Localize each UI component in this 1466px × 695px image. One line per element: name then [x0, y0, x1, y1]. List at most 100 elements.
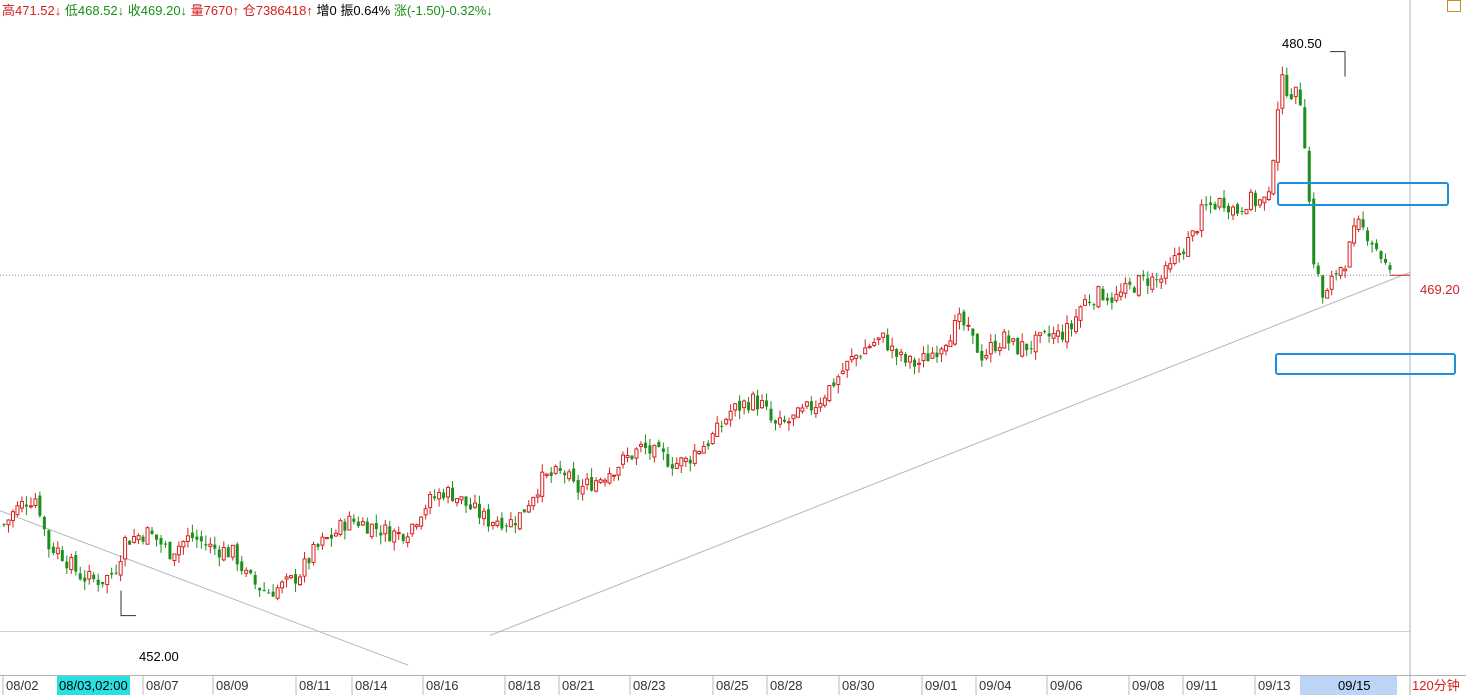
- candle: [747, 396, 751, 414]
- candle: [123, 535, 128, 567]
- low-marker-leader: [120, 590, 136, 617]
- candle: [55, 541, 60, 560]
- period-selector[interactable]: 120分钟: [1412, 678, 1460, 693]
- candle: [185, 527, 190, 548]
- candle: [1061, 324, 1065, 343]
- candle: [724, 417, 729, 426]
- candle: [517, 512, 522, 531]
- candle: [1303, 99, 1307, 149]
- date-tick-label: 08/18: [508, 678, 541, 693]
- candle: [1038, 332, 1043, 344]
- highlight-box-upper: [1277, 182, 1449, 206]
- candle: [405, 532, 410, 548]
- candle: [1366, 227, 1370, 246]
- candle: [508, 512, 513, 528]
- candle: [679, 456, 684, 474]
- candle: [114, 564, 118, 575]
- date-tick-label: 08/11: [299, 678, 331, 693]
- candle: [598, 477, 603, 484]
- trendline-2[interactable]: [489, 271, 1411, 636]
- open-interest-value: 仓7386418↑: [242, 3, 313, 18]
- candle: [1361, 211, 1365, 231]
- candle: [1150, 272, 1155, 293]
- candle: [69, 553, 74, 574]
- candle: [244, 567, 249, 578]
- candle: [298, 574, 303, 586]
- candle: [1110, 292, 1114, 310]
- candle: [921, 346, 926, 368]
- candle: [607, 467, 612, 485]
- candle: [410, 523, 415, 537]
- candle: [1096, 285, 1101, 309]
- candle: [943, 344, 948, 356]
- date-tick-label[interactable]: 08/03,02:00: [57, 676, 130, 695]
- candle: [643, 434, 647, 455]
- candle: [423, 504, 428, 520]
- candle: [253, 571, 257, 590]
- candle: [1128, 277, 1132, 290]
- candle: [572, 461, 576, 484]
- candle: [549, 467, 553, 483]
- candle: [791, 414, 796, 427]
- candle: [657, 439, 661, 448]
- date-tick-label[interactable]: 09/15: [1300, 676, 1397, 695]
- candle: [1240, 207, 1244, 216]
- candle: [464, 496, 468, 513]
- candle: [42, 515, 46, 537]
- candle: [38, 491, 42, 518]
- candle: [594, 477, 599, 493]
- candle: [74, 551, 78, 576]
- candle: [1074, 309, 1079, 334]
- candle: [1155, 272, 1159, 288]
- candle: [1271, 159, 1276, 196]
- candle: [1136, 274, 1141, 298]
- candle: [356, 516, 360, 529]
- candle: [1257, 198, 1262, 209]
- candle: [997, 342, 1002, 356]
- candle: [195, 529, 199, 548]
- candle: [1163, 261, 1168, 285]
- candle: [302, 551, 307, 583]
- date-tick-label: 09/11: [1186, 678, 1218, 693]
- candle: [262, 582, 266, 592]
- candle: [365, 517, 369, 534]
- candle: [1379, 250, 1383, 264]
- candle: [832, 378, 836, 388]
- candle: [710, 431, 715, 445]
- candle: [163, 541, 167, 548]
- candle: [827, 385, 832, 403]
- candle: [738, 395, 742, 420]
- candle: [271, 584, 275, 597]
- candle: [563, 469, 567, 484]
- candle: [150, 527, 154, 535]
- trendline-1[interactable]: [0, 510, 409, 666]
- candle: [1347, 241, 1352, 268]
- candle: [401, 533, 405, 544]
- candle: [1388, 262, 1392, 274]
- candle: [531, 496, 536, 511]
- candle: [908, 355, 913, 369]
- candle: [670, 457, 674, 476]
- candle: [854, 354, 859, 367]
- candle: [1275, 101, 1280, 171]
- candle: [1168, 256, 1173, 273]
- candle: [504, 523, 508, 533]
- candle: [1343, 265, 1348, 278]
- candle: [1092, 302, 1096, 310]
- date-tick-label: 08/30: [842, 678, 875, 693]
- candle: [472, 494, 477, 510]
- candle: [688, 455, 692, 472]
- panel-toggle-icon[interactable]: [1447, 0, 1461, 12]
- candle: [952, 314, 957, 346]
- candle: [634, 447, 639, 466]
- candle: [1082, 294, 1087, 306]
- candle: [625, 447, 630, 463]
- date-tick-label: 08/09: [216, 678, 249, 693]
- candle: [1007, 330, 1011, 351]
- candle: [199, 530, 203, 549]
- change-value: 涨(-1.50)-0.32%↓: [393, 3, 493, 18]
- quote-info-bar: 高471.52↓ 低468.52↓ 收469.20↓ 量7670↑ 仓73864…: [2, 2, 493, 20]
- oi-change-value: 增0: [316, 3, 337, 18]
- candle: [993, 334, 997, 354]
